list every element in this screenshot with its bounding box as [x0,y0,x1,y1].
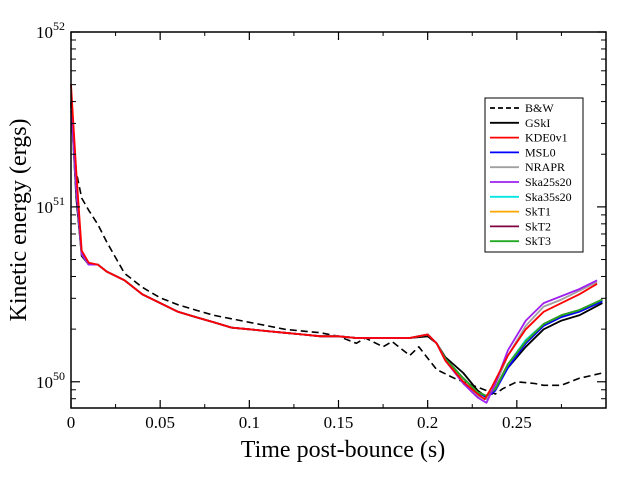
y-tick-label: 1051 [36,194,65,217]
legend-label: GSkI [525,116,550,130]
y-tick-label: 1052 [36,19,65,42]
y-tick-label: 1050 [36,369,65,392]
series-line-kde0v1 [70,84,598,401]
x-tick-label: 0.05 [145,413,175,432]
legend-label: SkT1 [525,205,551,219]
x-tick-label: 0.2 [417,413,438,432]
x-tick-label: 0.15 [324,413,354,432]
legend-label: Ska35s20 [525,190,572,204]
y-axis-title: Kinetic energy (ergs) [6,118,32,321]
x-axis-title: Time post-bounce (s) [241,437,445,463]
legend-label: B&W [525,101,554,115]
legend-label: NRAPR [525,160,565,174]
x-tick-label: 0.1 [239,413,260,432]
series-layer [70,84,603,404]
legend-label: MSL0 [525,145,556,159]
legend-label: SkT3 [525,234,551,248]
ticks-layer: 0 0.05 0.1 0.15 0.2 0.25 1050 1051 1052 [36,19,606,432]
legend-label: Ska25s20 [525,175,572,189]
legend: B&WGSkIKDE0v1MSL0NRAPRSka25s20Ska35s20Sk… [484,97,584,253]
x-tick-label: 0.25 [502,413,532,432]
legend-label: SkT2 [525,219,551,233]
x-tick-label: 0 [67,413,76,432]
legend-label: KDE0v1 [525,131,568,145]
